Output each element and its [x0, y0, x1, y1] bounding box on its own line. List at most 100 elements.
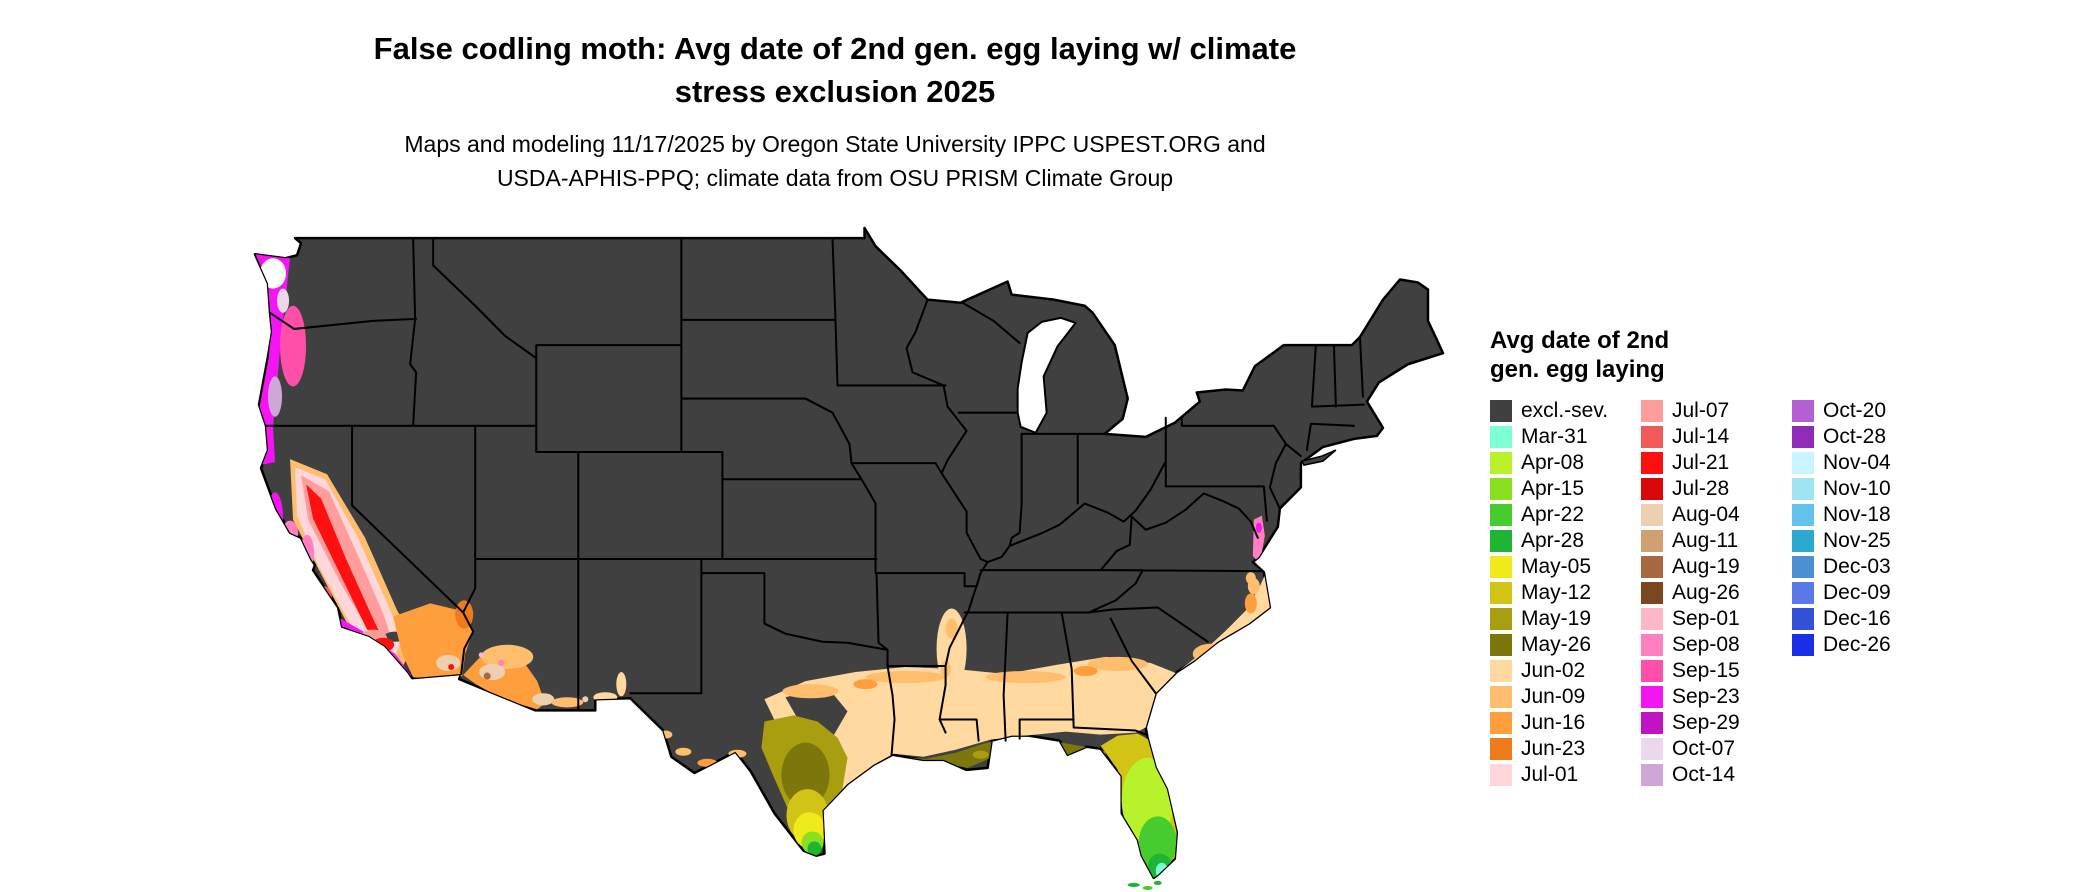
region-stx-dark-olive — [781, 742, 830, 808]
legend-swatch — [1641, 530, 1663, 552]
legend-label: May-12 — [1521, 581, 1592, 604]
region-az-brown-dot — [483, 672, 491, 680]
legend-swatch — [1641, 738, 1663, 760]
legend-swatch — [1641, 504, 1663, 526]
legend-label: Jul-01 — [1521, 763, 1579, 786]
region-band-speckle-6 — [853, 679, 878, 690]
legend-title-line1: Avg date of 2nd — [1490, 327, 1670, 354]
subtitle-line2: USDA-APHIS-PPQ; climate data from OSU PR… — [496, 165, 1174, 191]
region-az-pink-dot-2 — [478, 652, 484, 658]
legend-item: Aug-11 — [1641, 528, 1792, 554]
legend-swatch — [1641, 400, 1663, 422]
legend-swatch — [1641, 764, 1663, 786]
legend-swatch — [1641, 660, 1663, 682]
legend-item: Dec-03 — [1792, 554, 1943, 580]
region-az-main — [463, 646, 546, 710]
legend-item: May-12 — [1490, 580, 1641, 606]
legend-item: Nov-04 — [1792, 450, 1943, 476]
title-line1: False codling moth: Avg date of 2nd gen.… — [373, 31, 1297, 66]
legend-swatch — [1490, 738, 1512, 760]
legend-item: May-26 — [1490, 632, 1641, 658]
legend-swatch — [1792, 582, 1814, 604]
legend-label: Apr-22 — [1521, 503, 1585, 526]
legend-item: Jul-21 — [1641, 450, 1792, 476]
map-colored-regions — [255, 253, 1270, 878]
legend-swatch — [1490, 634, 1512, 656]
legend-item: Nov-10 — [1792, 476, 1943, 502]
legend-swatch — [1792, 452, 1814, 474]
legend-label: Sep-23 — [1672, 685, 1740, 708]
legend-swatch — [1490, 660, 1512, 682]
region-band-speckle-4 — [1087, 656, 1148, 672]
legend-item: Oct-07 — [1641, 736, 1792, 762]
legend-item: Jul-01 — [1490, 762, 1641, 788]
legend-label: Jul-14 — [1672, 425, 1730, 448]
legend-label: excl.-sev. — [1521, 399, 1609, 422]
region-pnw-lavender — [277, 288, 290, 313]
legend-swatch — [1490, 686, 1512, 708]
legend: Avg date of 2nd gen. egg laying excl.-se… — [1490, 326, 2100, 788]
legend-item: Sep-01 — [1641, 606, 1792, 632]
region-norfolk-orange-dot — [1245, 572, 1256, 585]
legend-label: Dec-09 — [1823, 581, 1891, 604]
region-la-coast-olive-dot — [972, 750, 989, 759]
legend-item: Apr-15 — [1490, 476, 1641, 502]
region-fl-south — [1138, 816, 1177, 869]
legend-swatch — [1792, 530, 1814, 552]
legend-item: Dec-16 — [1792, 606, 1943, 632]
page-title: False codling moth: Avg date of 2nd gen.… — [135, 27, 1535, 113]
legend-label: Dec-26 — [1823, 633, 1891, 656]
region-willamette-valley — [280, 305, 307, 387]
legend-label: Aug-04 — [1672, 503, 1740, 526]
legend-item: Sep-23 — [1641, 684, 1792, 710]
region-band-speckle-1 — [782, 684, 839, 699]
legend-column-2: Jul-07 Jul-14 Jul-21 Jul-28 Aug-04 Aug-11 Aug-… — [1641, 398, 1792, 788]
legend-item: Dec-26 — [1792, 632, 1943, 658]
region-gulf-band — [764, 573, 1270, 811]
legend-swatch — [1792, 400, 1814, 422]
legend-label: Jul-28 — [1672, 477, 1730, 500]
region-central-coast — [318, 586, 333, 615]
legend-label: Sep-08 — [1672, 633, 1740, 656]
region-imperial-red-dot — [448, 663, 455, 671]
legend-item: Sep-08 — [1641, 632, 1792, 658]
legend-label: Oct-07 — [1672, 737, 1736, 760]
legend-label: Dec-03 — [1823, 555, 1891, 578]
legend-item: Nov-18 — [1792, 502, 1943, 528]
region-olympic-nodata — [260, 258, 287, 289]
legend-swatch — [1792, 556, 1814, 578]
page-subtitle: Maps and modeling 11/17/2025 by Oregon S… — [135, 127, 1535, 195]
legend-title: Avg date of 2nd gen. egg laying — [1490, 326, 2100, 384]
legend-label: Jun-02 — [1521, 659, 1586, 682]
legend-item: Jul-28 — [1641, 476, 1792, 502]
region-band-speckle-7 — [1073, 665, 1098, 677]
lake-michigan — [1016, 316, 1077, 434]
legend-label: Dec-16 — [1823, 607, 1891, 630]
region-rio-grande-nm — [616, 672, 627, 697]
legend-column-3: Oct-20 Oct-28 Nov-04 Nov-10 Nov-18 Nov-25 Dec-… — [1792, 398, 1943, 788]
legend-item: Aug-26 — [1641, 580, 1792, 606]
region-az-tan-2 — [532, 693, 555, 706]
legend-swatch — [1490, 504, 1512, 526]
legend-swatch — [1641, 634, 1663, 656]
legend-label: Apr-15 — [1521, 477, 1585, 500]
legend-label: Nov-18 — [1823, 503, 1891, 526]
legend-label: Aug-19 — [1672, 555, 1740, 578]
legend-label: Jul-21 — [1672, 451, 1730, 474]
legend-item: May-19 — [1490, 606, 1641, 632]
legend-swatch — [1490, 764, 1512, 786]
legend-item: Jun-16 — [1490, 710, 1641, 736]
legend-swatch — [1490, 478, 1512, 500]
us-map — [253, 226, 1445, 890]
region-delmarva-magenta-dot — [1255, 522, 1262, 533]
legend-swatch — [1641, 712, 1663, 734]
long-island — [1300, 449, 1337, 467]
region-az-tan-1 — [479, 663, 506, 681]
legend-swatch — [1490, 452, 1512, 474]
state-borders — [265, 237, 1365, 756]
legend-title-line2: gen. egg laying — [1490, 356, 1665, 383]
region-az-pink-dot-1 — [498, 659, 505, 666]
region-embayment-dot-1 — [945, 618, 958, 639]
legend-label: Oct-20 — [1823, 399, 1887, 422]
